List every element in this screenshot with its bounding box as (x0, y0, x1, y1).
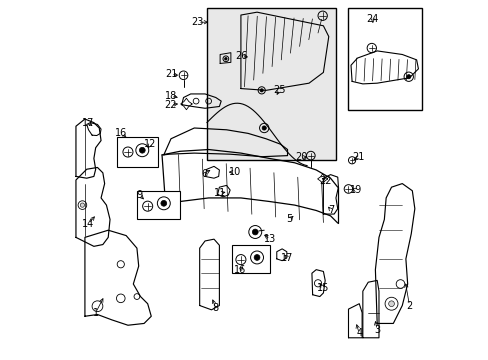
Circle shape (260, 89, 263, 92)
Bar (206, 8, 335, 160)
Text: 5: 5 (285, 215, 292, 224)
Text: 17: 17 (82, 118, 95, 128)
Circle shape (224, 58, 227, 60)
Text: 10: 10 (228, 167, 241, 177)
Text: 3: 3 (373, 325, 380, 335)
Text: 1: 1 (92, 308, 99, 318)
Text: 12: 12 (144, 139, 157, 149)
Text: 21: 21 (352, 152, 364, 162)
Circle shape (254, 255, 260, 260)
Text: 4: 4 (355, 328, 362, 338)
Circle shape (262, 126, 266, 130)
Bar (137, 191, 180, 220)
Text: 15: 15 (317, 283, 329, 293)
Text: 22: 22 (164, 100, 177, 110)
Bar (231, 244, 269, 273)
Bar (348, 8, 421, 110)
Circle shape (139, 147, 145, 153)
Text: 22: 22 (319, 176, 331, 186)
Text: 25: 25 (273, 85, 285, 95)
Text: 17: 17 (281, 253, 293, 263)
Text: 9: 9 (137, 190, 142, 200)
Circle shape (406, 75, 410, 79)
Text: 8: 8 (212, 303, 219, 314)
Text: 18: 18 (164, 91, 177, 101)
Text: 2: 2 (406, 301, 412, 311)
Text: 20: 20 (294, 152, 307, 162)
Text: 26: 26 (235, 51, 247, 61)
Text: 7: 7 (327, 206, 334, 216)
Text: 13: 13 (264, 234, 276, 244)
Text: 16: 16 (234, 265, 246, 275)
Text: 21: 21 (164, 69, 177, 79)
Text: 14: 14 (82, 219, 95, 229)
Text: 19: 19 (349, 185, 361, 195)
Text: 11: 11 (214, 188, 226, 198)
Text: 6: 6 (201, 168, 207, 179)
Text: 16: 16 (114, 129, 127, 138)
Circle shape (161, 201, 166, 206)
Text: 24: 24 (366, 14, 378, 24)
Text: 23: 23 (191, 17, 203, 27)
Circle shape (252, 229, 258, 235)
Circle shape (80, 203, 84, 207)
Bar (117, 137, 158, 167)
Circle shape (388, 301, 394, 307)
